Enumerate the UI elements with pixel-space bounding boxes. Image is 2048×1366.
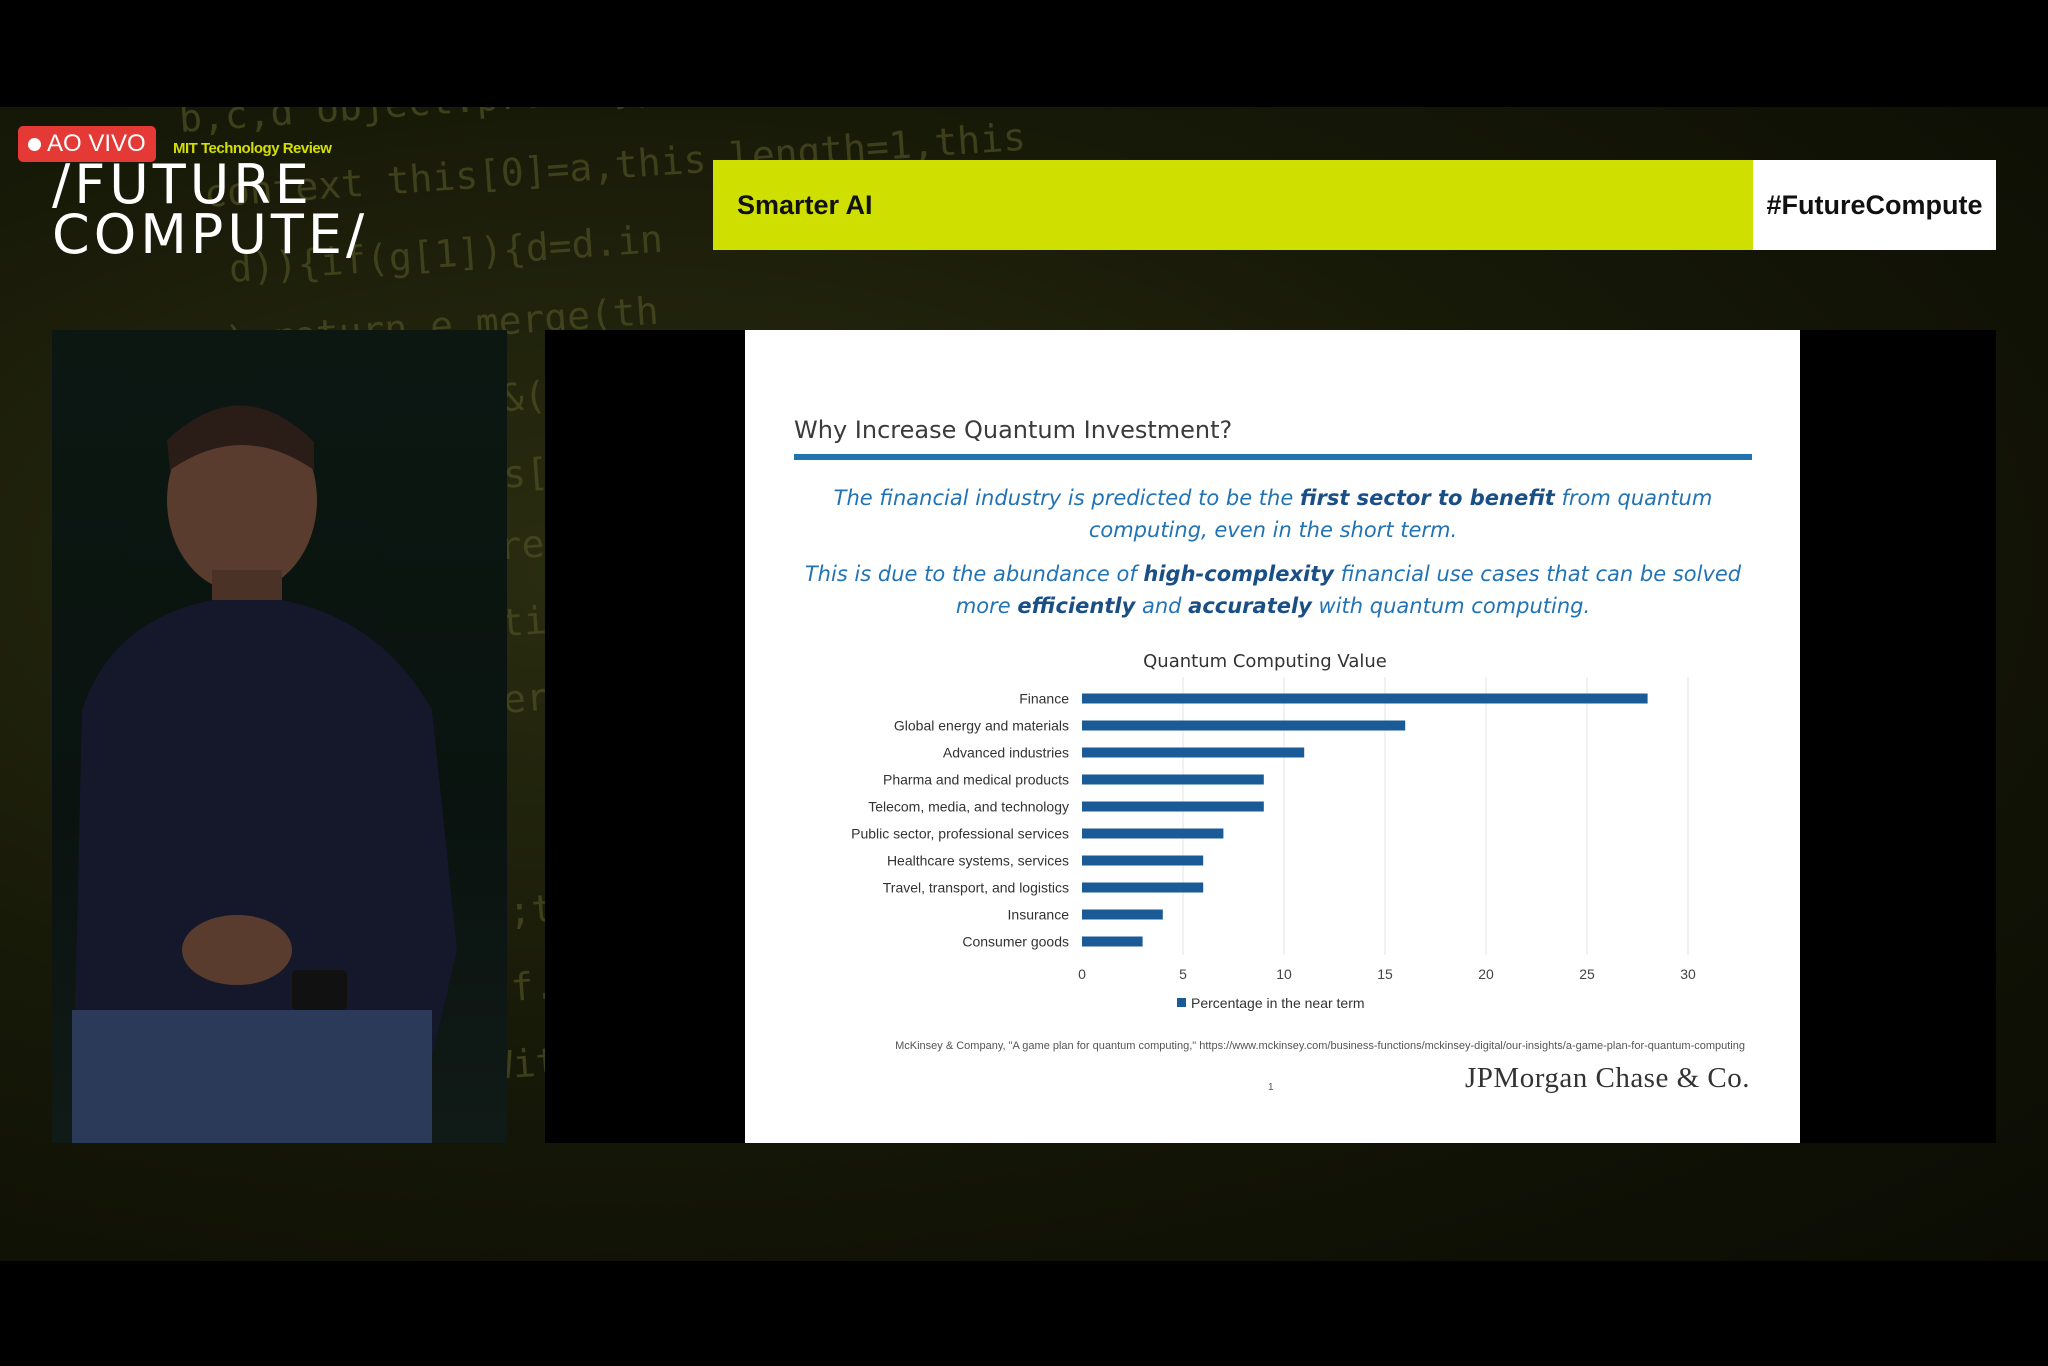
category-label: Insurance <box>1008 907 1070 923</box>
speaker-head <box>167 408 317 592</box>
legend-label: Percentage in the near term <box>1191 995 1365 1011</box>
speaker-hair <box>167 405 314 470</box>
jpmorgan-logo: JPMorgan Chase & Co. <box>1465 1062 1750 1094</box>
bar-2 <box>1082 747 1305 758</box>
x-tick-label: 15 <box>1377 966 1393 982</box>
slide-paragraph-1: The financial industry is predicted to b… <box>794 482 1752 546</box>
live-dot-icon <box>28 137 41 151</box>
category-label: Global energy and materials <box>894 718 1069 734</box>
live-badge: AO VIVO <box>18 126 156 162</box>
title-rule <box>794 454 1752 460</box>
live-badge-label: AO VIVO <box>47 130 146 157</box>
para2-text-4: with quantum computing. <box>1311 594 1591 618</box>
x-tick-label: 20 <box>1478 966 1494 982</box>
x-tick-label: 0 <box>1078 966 1086 982</box>
para1-text-2: from quantum computing, even in the shor… <box>1088 486 1713 542</box>
x-tick-label: 10 <box>1276 966 1292 982</box>
presentation-slide: Why Increase Quantum Investment? The fin… <box>745 330 1800 1143</box>
category-label: Telecom, media, and technology <box>868 799 1069 815</box>
topic-banner: Smarter AI <box>713 160 1753 250</box>
chart-title: Quantum Computing Value <box>1143 651 1387 672</box>
x-tick-label: 30 <box>1680 966 1696 982</box>
speaker-hands <box>182 915 292 985</box>
para2-bold-2: efficiently <box>1017 594 1136 618</box>
quantum-value-chart: Quantum Computing Value 0 5 10 15 20 25 30 Finan… <box>851 651 1696 1011</box>
category-label: Advanced industries <box>943 745 1069 761</box>
bar-9 <box>1082 936 1143 947</box>
speaker-video <box>52 330 507 1143</box>
topic-label: Smarter AI <box>737 189 873 220</box>
category-label: Pharma and medical products <box>883 772 1069 788</box>
bar-4 <box>1082 801 1264 812</box>
bar-3 <box>1082 774 1264 785</box>
speaker-jeans <box>72 1010 432 1143</box>
slide-page-number: 1 <box>1268 1082 1274 1093</box>
para2-text-3: and <box>1135 594 1189 618</box>
slide-citation: McKinsey & Company, "A game plan for qua… <box>895 1040 1745 1052</box>
para2-text-2: financial use cases that can be solved m… <box>955 562 1742 618</box>
category-label: Public sector, professional services <box>851 826 1069 842</box>
hashtag-banner: #FutureCompute <box>1753 160 1996 250</box>
bar-0 <box>1082 693 1648 704</box>
para1-text-1: The financial industry is predicted to b… <box>833 486 1300 510</box>
speaker-shirt <box>72 600 457 1143</box>
bar-6 <box>1082 855 1204 866</box>
x-tick-label: 25 <box>1579 966 1595 982</box>
legend-swatch <box>1177 998 1186 1007</box>
category-label: Finance <box>1019 691 1069 707</box>
speaker-silhouette <box>72 405 457 1143</box>
event-logo-line-1: /FUTURE <box>52 153 313 216</box>
category-label: Healthcare systems, services <box>887 853 1069 869</box>
publisher-logo: MIT Technology Review <box>173 140 332 157</box>
bar-5 <box>1082 828 1224 839</box>
para2-text-1: This is due to the abundance of <box>804 562 1144 586</box>
bar-7 <box>1082 882 1204 893</box>
speaker-watch <box>292 970 347 1010</box>
para1-bold-1: first sector to benefit <box>1299 486 1555 510</box>
para2-bold-1: high-complexity <box>1143 562 1334 586</box>
bar-8 <box>1082 909 1163 920</box>
slide-title: Why Increase Quantum Investment? <box>794 416 1233 444</box>
x-tick-label: 5 <box>1179 966 1187 982</box>
event-logo-line-2: COMPUTE/ <box>52 203 369 266</box>
bar-1 <box>1082 720 1406 731</box>
event-logo: /FUTURE COMPUTE/ <box>52 153 369 266</box>
category-label: Travel, transport, and logistics <box>883 880 1069 896</box>
category-label: Consumer goods <box>962 934 1069 950</box>
slide-paragraph-2: This is due to the abundance of high-com… <box>794 558 1752 622</box>
para2-bold-3: accurately <box>1188 594 1312 618</box>
